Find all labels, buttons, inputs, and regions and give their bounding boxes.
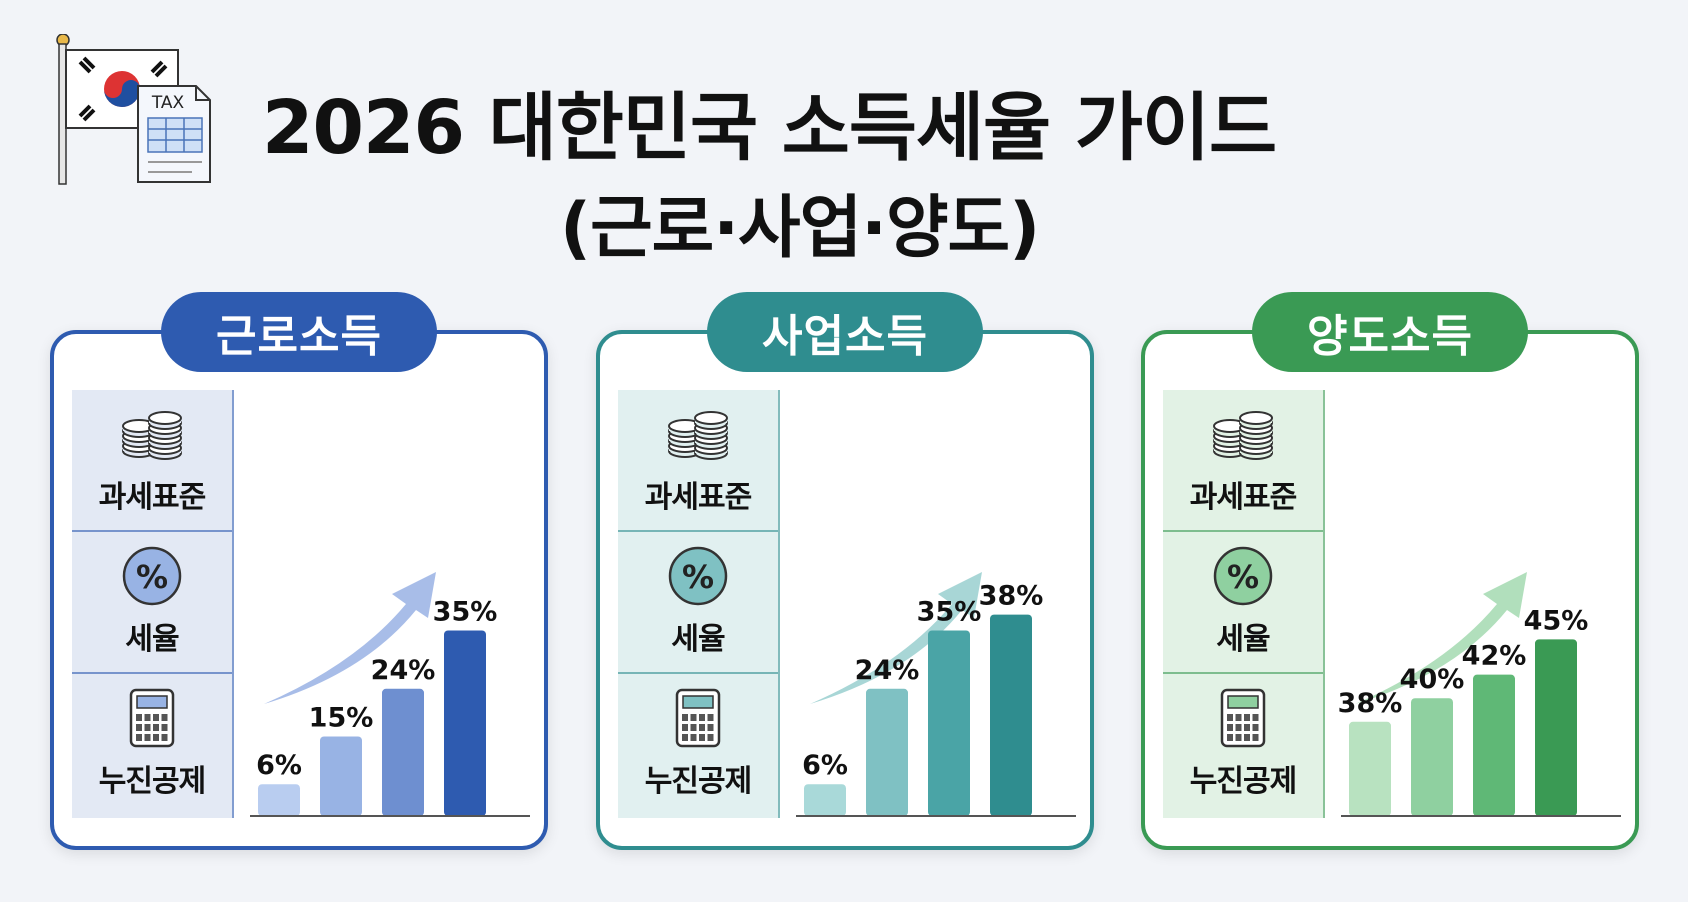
- column-divider: [778, 390, 780, 818]
- bar: [1411, 698, 1453, 816]
- sidebar-divider: [618, 530, 778, 532]
- sidebar: 과세표준% 세율 누진공제: [72, 390, 232, 818]
- percent-icon: %: [668, 546, 728, 606]
- bar-data-label: 35%: [433, 597, 498, 628]
- bar: [866, 688, 908, 816]
- sidebar: 과세표준% 세율 누진공제: [618, 390, 778, 818]
- sidebar-item-base: 과세표준: [1163, 390, 1323, 530]
- sidebar-item-base: 과세표준: [72, 390, 232, 530]
- percent-icon: %: [1213, 546, 1273, 606]
- bar-data-label: 24%: [371, 655, 436, 686]
- bar: [990, 614, 1032, 816]
- column-divider: [1323, 390, 1325, 818]
- trend-arrow-icon: [264, 572, 436, 704]
- calculator-icon: [675, 688, 721, 748]
- coin-stack-icon: [1213, 411, 1273, 460]
- sidebar-item-label: 누진공제: [644, 764, 752, 799]
- title-sub: (근로·사업·양도): [560, 189, 1040, 268]
- bar-data-label: 38%: [979, 581, 1044, 612]
- sidebar-item-deduction: 누진공제: [1163, 674, 1323, 814]
- calculator-icon: [129, 688, 175, 748]
- sidebar-item-rate: % 세율: [1163, 532, 1323, 672]
- bar: [382, 688, 424, 816]
- sidebar-divider: [72, 672, 232, 674]
- panel-title: 근로소득: [161, 292, 437, 372]
- calculator-icon: [1220, 688, 1266, 748]
- bar-data-label: 40%: [1400, 664, 1465, 695]
- trend-arrow-icon: [1355, 572, 1527, 704]
- bar-data-label: 6%: [802, 750, 848, 781]
- bar: [1535, 639, 1577, 816]
- bar: [258, 784, 300, 816]
- trend-arrow-icon: [810, 572, 982, 704]
- sidebar: 과세표준% 세율 누진공제: [1163, 390, 1323, 818]
- sidebar-divider: [72, 530, 232, 532]
- sidebar-item-base: 과세표준: [618, 390, 778, 530]
- panel-title: 사업소득: [707, 292, 983, 372]
- bar-data-label: 15%: [309, 703, 374, 734]
- bar: [1473, 674, 1515, 816]
- flag-tax-document-icon: TAX: [56, 33, 211, 185]
- column-divider: [232, 390, 234, 818]
- bar: [804, 784, 846, 816]
- sidebar-item-label: 누진공제: [1189, 764, 1297, 799]
- sidebar-item-rate: % 세율: [618, 532, 778, 672]
- bar-chart: 6% 24% 35%38%: [796, 572, 1076, 817]
- sidebar-item-label: 과세표준: [98, 480, 206, 515]
- sidebar-divider: [1163, 530, 1323, 532]
- panel-title: 양도소득: [1252, 292, 1528, 372]
- sidebar-item-label: 과세표준: [644, 480, 752, 515]
- sidebar-item-label: 세율: [671, 622, 725, 657]
- bar: [928, 630, 970, 816]
- logo: TAX: [56, 33, 236, 194]
- bar: [1349, 721, 1391, 816]
- sidebar-divider: [1163, 672, 1323, 674]
- bar-data-label: 6%: [256, 750, 302, 781]
- svg-text:%: %: [682, 558, 714, 596]
- svg-text:%: %: [1227, 558, 1259, 596]
- panel-2: 사업소득 과세표준% 세율 누진공제 6% 24% 35% 38%: [596, 292, 1094, 850]
- sidebar-item-label: 세율: [125, 622, 179, 657]
- title-main: 2026 대한민국 소득세율 가이드: [262, 85, 1277, 171]
- bar-data-label: 24%: [855, 655, 920, 686]
- panel-1: 근로소득 과세표준% 세율 누진공제 6% 15% 24% 35%: [50, 292, 548, 850]
- panel-3: 양도소득 과세표준% 세율 누진공제 38% 40% 42% 45%: [1141, 292, 1639, 850]
- sidebar-item-deduction: 누진공제: [618, 674, 778, 814]
- bar-data-label: 42%: [1462, 641, 1527, 672]
- sidebar-item-label: 과세표준: [1189, 480, 1297, 515]
- bar-data-label: 35%: [917, 597, 982, 628]
- bar-data-label: 45%: [1524, 605, 1589, 636]
- sidebar-item-deduction: 누진공제: [72, 674, 232, 814]
- percent-icon: %: [122, 546, 182, 606]
- bar-chart: 38%40%42% 45%: [1338, 572, 1621, 817]
- sidebar-item-label: 누진공제: [98, 764, 206, 799]
- sidebar-item-rate: % 세율: [72, 532, 232, 672]
- sidebar-divider: [618, 672, 778, 674]
- svg-text:%: %: [136, 558, 168, 596]
- bar-chart: 6%15% 24% 35%: [250, 572, 530, 817]
- coin-stack-icon: [668, 411, 728, 460]
- sidebar-item-label: 세율: [1216, 622, 1270, 657]
- bar: [444, 630, 486, 816]
- svg-text:TAX: TAX: [151, 93, 185, 113]
- bar: [320, 736, 362, 816]
- bar-data-label: 38%: [1338, 688, 1403, 719]
- coin-stack-icon: [122, 411, 182, 460]
